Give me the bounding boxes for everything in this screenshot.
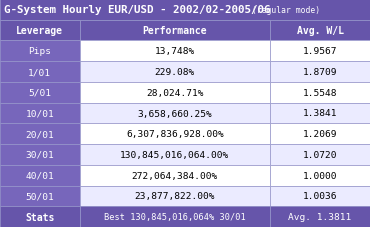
Bar: [80, 206, 270, 227]
Text: 23,877,822.00%: 23,877,822.00%: [135, 192, 215, 200]
Text: Performance: Performance: [142, 26, 207, 36]
Text: (regular mode): (regular mode): [247, 6, 320, 15]
Bar: [270, 21, 370, 41]
Bar: [270, 144, 370, 165]
Bar: [270, 165, 370, 186]
Text: 28,024.71%: 28,024.71%: [146, 88, 204, 97]
Text: 6,307,836,928.00%: 6,307,836,928.00%: [126, 130, 224, 139]
Text: 1.0036: 1.0036: [303, 192, 337, 200]
Bar: [80, 62, 270, 83]
Bar: [0, 21, 80, 41]
Bar: [0, 62, 80, 83]
Bar: [270, 206, 370, 227]
Bar: [270, 124, 370, 144]
Bar: [270, 83, 370, 103]
Bar: [270, 41, 370, 62]
Bar: [80, 41, 270, 62]
Text: 1.3841: 1.3841: [303, 109, 337, 118]
Bar: [80, 103, 270, 124]
Text: 13,748%: 13,748%: [155, 47, 195, 56]
Bar: [0, 41, 80, 62]
Bar: [0, 144, 80, 165]
Bar: [80, 144, 270, 165]
Text: 1.2069: 1.2069: [303, 130, 337, 139]
Bar: [80, 83, 270, 103]
Text: 272,064,384.00%: 272,064,384.00%: [132, 171, 218, 180]
Text: 1.0000: 1.0000: [303, 171, 337, 180]
Text: 1.5548: 1.5548: [303, 88, 337, 97]
Bar: [270, 62, 370, 83]
Bar: [80, 124, 270, 144]
Text: Pips: Pips: [28, 47, 51, 56]
Text: Avg. W/L: Avg. W/L: [296, 26, 344, 36]
Text: G-System Hourly EUR/USD - 2002/02-2005/06: G-System Hourly EUR/USD - 2002/02-2005/0…: [4, 5, 271, 15]
Bar: [0, 83, 80, 103]
Bar: [0, 124, 80, 144]
Text: 40/01: 40/01: [26, 171, 54, 180]
Text: 1/01: 1/01: [28, 68, 51, 77]
Bar: [80, 165, 270, 186]
Bar: [270, 103, 370, 124]
Bar: [0, 0, 370, 21]
Bar: [80, 21, 270, 41]
Text: Stats: Stats: [25, 212, 54, 222]
Text: Avg. 1.3811: Avg. 1.3811: [289, 212, 352, 221]
Bar: [0, 206, 80, 227]
Text: 1.8709: 1.8709: [303, 68, 337, 77]
Text: 10/01: 10/01: [26, 109, 54, 118]
Bar: [0, 186, 80, 206]
Text: 20/01: 20/01: [26, 130, 54, 139]
Text: 30/01: 30/01: [26, 150, 54, 159]
Text: 1.9567: 1.9567: [303, 47, 337, 56]
Bar: [80, 186, 270, 206]
Text: Leverage: Leverage: [16, 26, 63, 36]
Text: 3,658,660.25%: 3,658,660.25%: [137, 109, 212, 118]
Text: 5/01: 5/01: [28, 88, 51, 97]
Bar: [270, 186, 370, 206]
Text: 229.08%: 229.08%: [155, 68, 195, 77]
Text: Best 130,845,016,064% 30/01: Best 130,845,016,064% 30/01: [104, 212, 246, 221]
Text: 130,845,016,064.00%: 130,845,016,064.00%: [120, 150, 229, 159]
Bar: [0, 165, 80, 186]
Text: 1.0720: 1.0720: [303, 150, 337, 159]
Text: 50/01: 50/01: [26, 192, 54, 200]
Bar: [0, 103, 80, 124]
